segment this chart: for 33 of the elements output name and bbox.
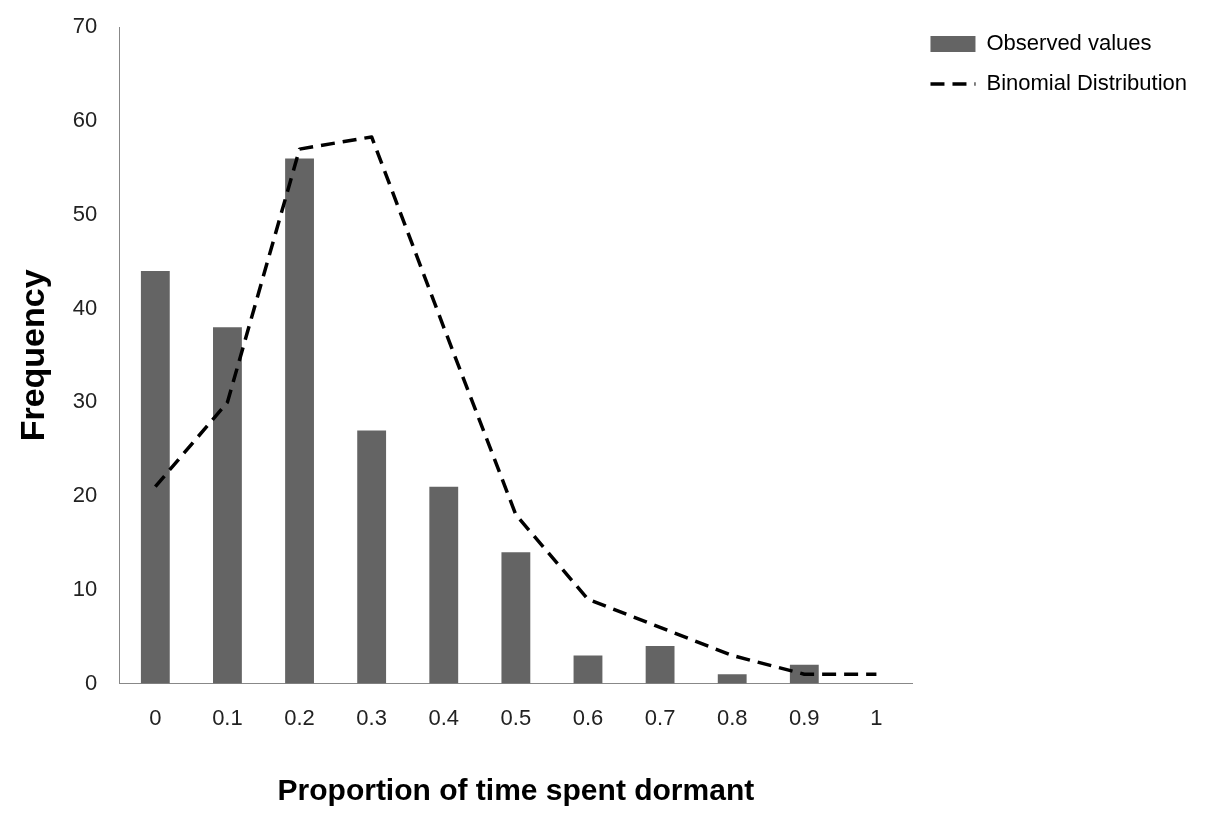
- x-tick-label: 0.4: [428, 704, 460, 730]
- x-tick-label: 0.2: [284, 704, 315, 730]
- y-tick-label: 20: [72, 482, 98, 508]
- bar: [285, 158, 314, 684]
- y-tick-label: 70: [72, 13, 98, 39]
- x-axis-title: Proportion of time spent dormant: [277, 773, 755, 807]
- bar: [213, 327, 242, 684]
- y-tick-label: 50: [72, 200, 98, 226]
- y-tick-label: 30: [72, 388, 98, 414]
- x-tick-label: 0.5: [500, 704, 532, 730]
- bar: [717, 674, 747, 684]
- x-tick-label: 0: [149, 704, 162, 730]
- bar: [357, 430, 387, 684]
- x-tick-label: 0.9: [789, 704, 820, 730]
- y-tick-label: 0: [85, 669, 98, 695]
- x-tick-label: 0.1: [212, 704, 243, 730]
- x-tick-label: 0.6: [572, 704, 604, 730]
- y-tick-label: 10: [72, 575, 98, 601]
- bar: [645, 646, 675, 684]
- legend-label: Observed values: [986, 30, 1152, 56]
- bar: [573, 655, 603, 684]
- x-tick-label: 0.7: [644, 704, 676, 730]
- y-tick-label: 40: [72, 294, 98, 320]
- y-axis-title: Frequency: [12, 269, 51, 442]
- line-series: [153, 135, 879, 676]
- bar: [501, 552, 531, 684]
- legend-label: Binomial Distribution: [986, 70, 1188, 96]
- x-tick-label: 1: [870, 704, 883, 730]
- bar: [429, 486, 459, 684]
- bar: [140, 271, 170, 684]
- x-tick-label: 0.8: [716, 704, 748, 730]
- x-tick-label: 0.3: [356, 704, 387, 730]
- y-tick-label: 60: [72, 107, 98, 133]
